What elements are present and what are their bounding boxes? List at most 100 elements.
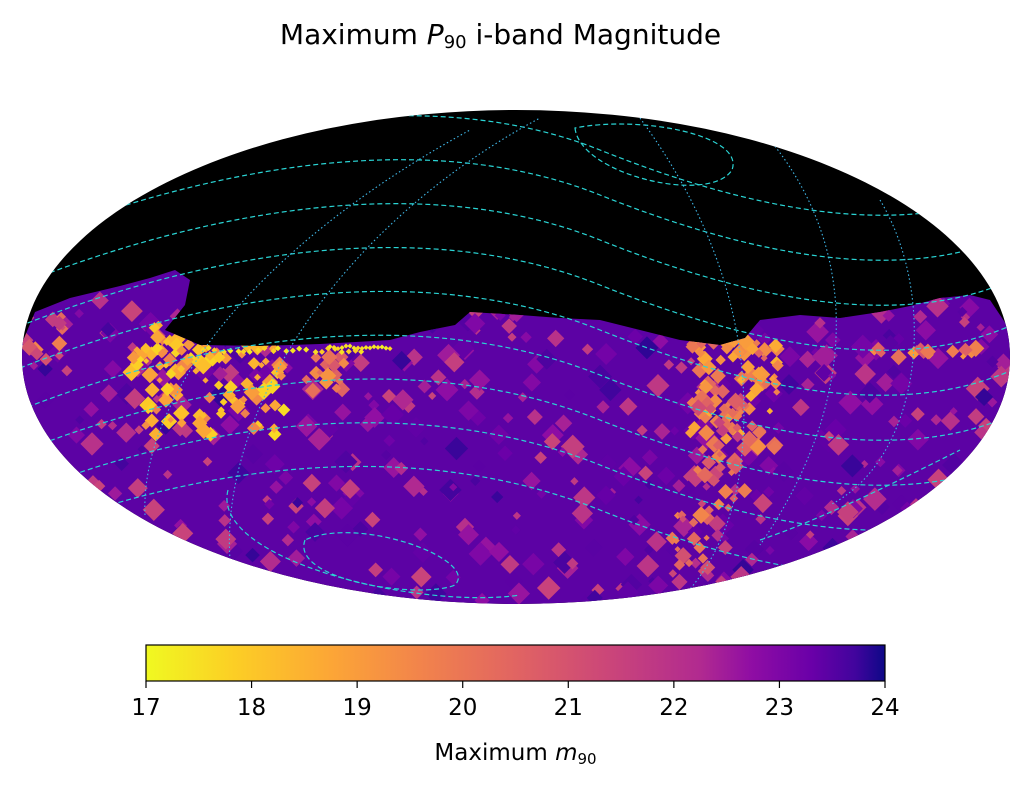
sky-pixel	[417, 379, 432, 394]
sky-pixel	[910, 407, 925, 422]
sky-pixel	[672, 479, 686, 493]
bright-pixel	[761, 379, 771, 390]
sky-pixel	[403, 475, 425, 498]
bright-pixel	[715, 462, 726, 473]
bright-pixel	[727, 469, 736, 477]
galactic-latitude-line	[22, 422, 1010, 531]
bright-pixel	[144, 382, 160, 398]
sky-pixel	[243, 444, 264, 465]
bright-pixel	[176, 345, 187, 356]
bright-regions	[22, 311, 985, 578]
bright-pixel	[240, 408, 251, 419]
sky-pixel	[882, 309, 895, 322]
sky-pixel	[143, 437, 160, 455]
bright-pixel	[235, 348, 242, 355]
sky-pixel	[967, 408, 985, 425]
bright-pixel	[215, 408, 227, 419]
sky-pixel	[888, 415, 900, 428]
bright-pixel	[699, 396, 715, 412]
bright-pixel	[725, 421, 739, 436]
bright-pixel	[689, 399, 707, 417]
colorbar-tick-label: 20	[448, 695, 477, 721]
sky-pixel	[837, 501, 859, 523]
sky-pixel	[522, 471, 541, 491]
bright-pixel	[253, 373, 261, 381]
bright-pixel	[321, 349, 338, 366]
sky-pixel	[772, 421, 785, 434]
sky-pixel	[178, 423, 194, 439]
bright-pixel	[383, 345, 389, 351]
sky-pixel	[464, 313, 486, 334]
galactic-latitude-line	[22, 378, 1010, 486]
sky-pixel	[886, 364, 901, 379]
sky-pixel	[795, 486, 815, 506]
bright-pixel	[338, 357, 350, 369]
sky-pixel	[792, 398, 810, 417]
sky-pixel	[573, 486, 596, 509]
sky-pixel	[739, 448, 758, 466]
sky-pixel	[218, 514, 232, 527]
bright-pixel	[693, 465, 703, 475]
bright-pixel	[143, 357, 150, 364]
sky-pixel	[473, 459, 486, 473]
bright-pixel	[720, 432, 733, 445]
sky-pixel	[248, 368, 263, 383]
bright-pixel	[729, 338, 739, 348]
bright-pixel	[150, 329, 166, 345]
sky-pixel	[764, 384, 783, 403]
bright-pixel	[192, 408, 207, 423]
bright-pixel	[169, 383, 183, 397]
bright-pixel	[687, 420, 701, 434]
sky-pixel	[778, 374, 800, 395]
sky-pixel	[854, 363, 876, 385]
bright-pixel	[946, 344, 960, 359]
sky-pixel	[861, 393, 884, 416]
sky-pixel	[74, 308, 84, 319]
sky-pixel	[783, 525, 799, 541]
sky-pixel	[444, 352, 465, 373]
sky-pixel	[811, 344, 836, 369]
bright-pixel	[335, 346, 341, 352]
sky-pixel	[96, 418, 107, 430]
sky-pixel	[67, 426, 86, 444]
bright-pixel	[177, 364, 186, 373]
bright-pixel	[261, 357, 270, 366]
sky-pixel	[875, 456, 886, 468]
bright-pixel	[713, 416, 726, 429]
sky-pixel	[474, 592, 490, 604]
coordinate-grid	[22, 115, 1010, 601]
sky-pixel	[364, 407, 386, 428]
bright-pixel	[122, 363, 141, 382]
galactic-latitude-line	[22, 203, 1010, 306]
sky-pixel	[798, 350, 817, 368]
bright-pixel	[672, 536, 680, 545]
bright-pixel	[697, 444, 708, 455]
sky-pixel	[816, 429, 826, 438]
bright-pixel	[721, 342, 733, 355]
bright-pixel	[727, 392, 745, 410]
sky-pixel	[702, 577, 712, 587]
bright-pixel	[165, 368, 177, 380]
bright-pixel	[243, 384, 260, 401]
bright-pixel	[202, 377, 209, 384]
sky-pixel	[763, 486, 775, 498]
colorbar-tick-label: 21	[554, 695, 583, 721]
bright-pixel	[697, 553, 709, 564]
sky-pixel	[838, 390, 863, 415]
sky-pixel	[99, 384, 118, 403]
sky-pixel	[882, 328, 896, 342]
sky-pixel	[103, 360, 122, 379]
sky-pixel	[759, 456, 779, 476]
sky-pixel	[566, 557, 579, 570]
sky-pixel	[564, 389, 576, 401]
sky-pixel	[227, 462, 250, 485]
sky-pixel	[643, 545, 654, 555]
bright-pixel	[167, 416, 174, 423]
sky-pixel	[850, 483, 861, 494]
sky-pixel	[571, 502, 594, 525]
sky-pixel	[264, 499, 275, 510]
bright-pixel	[194, 357, 212, 375]
sky-pixel	[520, 331, 532, 343]
sky-pixel	[382, 567, 401, 586]
sky-pixel	[522, 373, 542, 392]
